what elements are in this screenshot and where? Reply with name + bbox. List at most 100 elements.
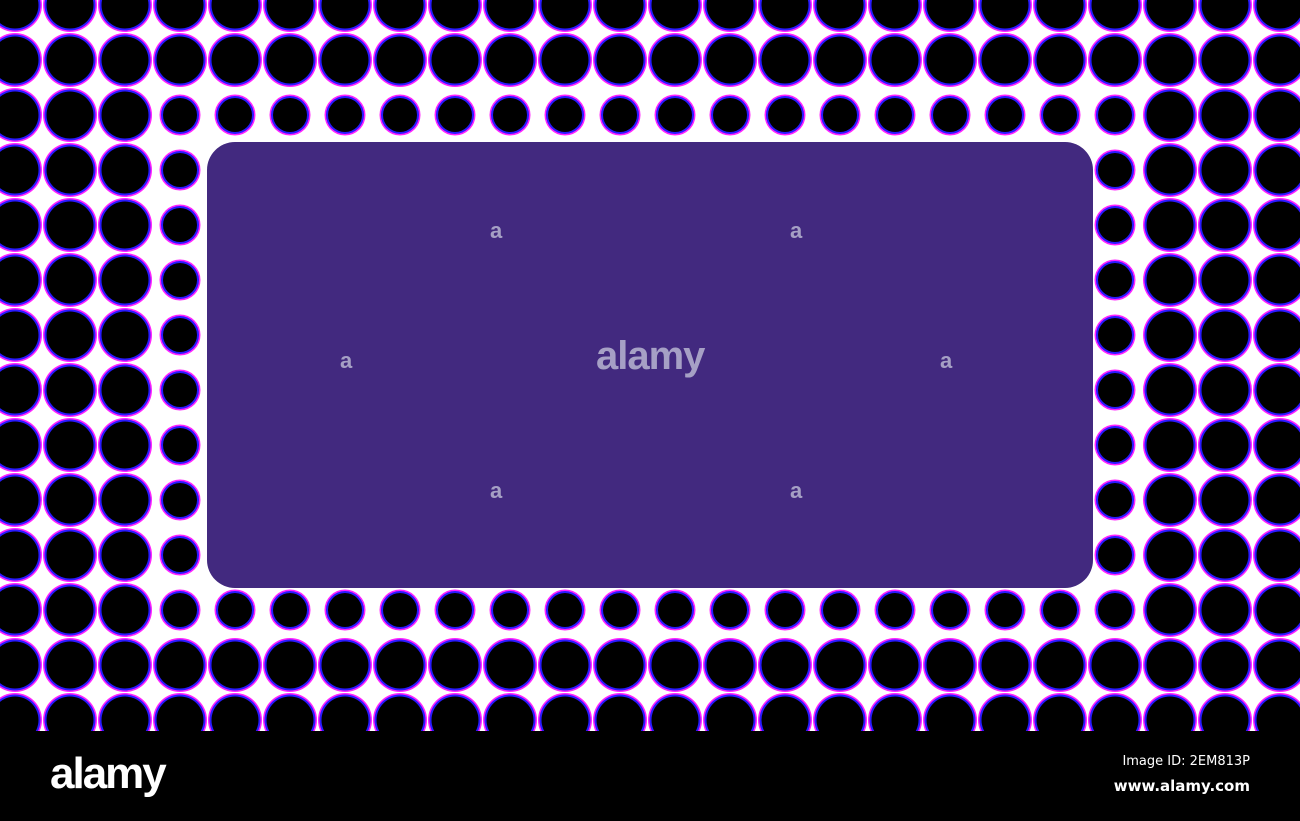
halftone-dot [758,693,812,731]
halftone-dot [764,589,806,631]
halftone-dot [709,94,751,136]
halftone-dot [43,418,97,472]
halftone-dot [648,693,702,731]
watermark-mark: a [790,218,803,243]
halftone-dot [208,0,262,32]
halftone-dot [978,693,1032,731]
halftone-dot [1198,0,1252,32]
halftone-dot [483,638,537,692]
halftone-dot [1198,418,1252,472]
halftone-dot [1253,418,1300,472]
halftone-dot [98,0,152,32]
halftone-dot [379,589,421,631]
halftone-dot [648,0,702,32]
halftone-dot [758,33,812,87]
halftone-dot [593,693,647,731]
halftone-dot [1143,473,1197,527]
halftone-dot [1253,88,1300,142]
watermark-center: alamy [596,334,705,378]
halftone-dot [1143,143,1197,197]
halftone-dot [599,589,641,631]
halftone-dot [544,589,586,631]
halftone-dot [263,0,317,32]
halftone-dot [379,94,421,136]
halftone-dot [208,693,262,731]
halftone-dot [214,94,256,136]
halftone-dot [98,198,152,252]
halftone-dot [703,638,757,692]
halftone-dot [1143,418,1197,472]
halftone-dot [703,33,757,87]
halftone-dot [43,198,97,252]
halftone-dot [984,94,1026,136]
halftone-dot [208,33,262,87]
halftone-dot [764,94,806,136]
halftone-dot [923,0,977,32]
halftone-dot [483,693,537,731]
halftone-dot [0,253,42,307]
halftone-dot [819,94,861,136]
halftone-dot [318,693,372,731]
halftone-dot [98,418,152,472]
halftone-dot [1143,198,1197,252]
halftone-dot [269,589,311,631]
halftone-dot [648,33,702,87]
halftone-dot [599,94,641,136]
halftone-dot [159,424,201,466]
halftone-dot [923,638,977,692]
site-url: www.alamy.com [1113,777,1250,795]
halftone-dot [1088,0,1142,32]
halftone-dot [318,0,372,32]
halftone-dot [978,638,1032,692]
halftone-dot [43,0,97,32]
alamy-logo: alamy [50,749,167,798]
halftone-dot [1033,33,1087,87]
halftone-dot [153,638,207,692]
halftone-dot [153,0,207,32]
watermark-mark: a [340,348,353,373]
halftone-dot [1033,0,1087,32]
halftone-dot [43,583,97,637]
halftone-dot [1253,638,1300,692]
halftone-dot [1088,638,1142,692]
halftone-dot [0,363,42,417]
halftone-dot [1094,204,1136,246]
halftone-dot [1088,33,1142,87]
halftone-dot [1033,693,1087,731]
halftone-dot [0,88,42,142]
halftone-dot [0,693,42,731]
halftone-dot [1198,143,1252,197]
halftone-dot [1094,259,1136,301]
halftone-dot [373,33,427,87]
halftone-dot [1094,314,1136,356]
halftone-dot [98,253,152,307]
halftone-dot [0,0,42,32]
halftone-dot [1253,583,1300,637]
halftone-dot [43,143,97,197]
halftone-dot [1094,479,1136,521]
halftone-dot [1198,88,1252,142]
halftone-dot [1253,528,1300,582]
halftone-dot [654,94,696,136]
halftone-dot [98,473,152,527]
halftone-dot [159,259,201,301]
halftone-dot [98,143,152,197]
halftone-dot [263,638,317,692]
halftone-dot [538,638,592,692]
halftone-dot [98,88,152,142]
halftone-dot [1253,198,1300,252]
halftone-dot [593,33,647,87]
halftone-dot [813,33,867,87]
halftone-dot [159,94,201,136]
halftone-dot [428,638,482,692]
halftone-dot [868,0,922,32]
halftone-dot [1253,363,1300,417]
halftone-dot [1198,363,1252,417]
halftone-dot [43,88,97,142]
halftone-dot [538,693,592,731]
halftone-dot [159,479,201,521]
halftone-dot [159,204,201,246]
halftone-dot [1253,308,1300,362]
halftone-dot [544,94,586,136]
